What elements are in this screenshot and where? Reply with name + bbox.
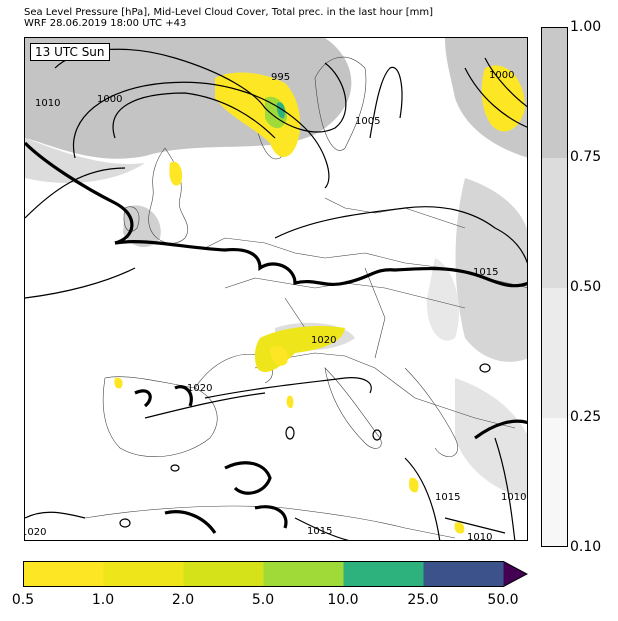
cloud-area-british-isles	[123, 205, 161, 248]
cloud-colorbar-segment	[542, 28, 567, 158]
cloud-colorbar-tick: 1.00	[570, 19, 602, 35]
precip-colorbar-tick: 5.0	[251, 592, 275, 608]
cloud-cover-colorbar	[541, 27, 568, 547]
isobar-label: 1010	[501, 492, 526, 503]
isobar-label: 1000	[489, 70, 514, 81]
isobar-label: 1015	[307, 526, 332, 537]
cloud-colorbar-tick: 0.50	[570, 279, 602, 295]
precip-se-spot	[454, 522, 465, 534]
precip-norway-core-strong	[276, 102, 286, 119]
precip-scotland	[169, 161, 183, 186]
isobar-label: 1020	[25, 527, 46, 538]
isobar-labels: 995 1000 1000 1005 1010 1015 1020 1020 1…	[25, 70, 526, 541]
cloud-colorbar-tick: 0.10	[570, 539, 602, 555]
isobar-label: 1005	[355, 116, 380, 127]
precipitation-colorbar	[23, 561, 528, 587]
isobar-1015-thick	[25, 141, 527, 534]
precip-norway	[215, 72, 301, 158]
cloud-area-east-light	[426, 258, 459, 341]
precip-colorbar-tick: 50.0	[487, 592, 519, 608]
isobars	[25, 48, 527, 540]
precip-iberia-spot	[114, 377, 123, 389]
cloud-colorbar-tick: 0.75	[570, 149, 602, 165]
cloud-area-southeast	[455, 378, 527, 498]
precip-east-spot	[408, 477, 419, 493]
isobar-label: 1015	[435, 492, 460, 503]
isobar-label: 1000	[97, 94, 122, 105]
map-canvas: 995 1000 1000 1005 1010 1015 1020 1020 1…	[25, 38, 527, 541]
precip-colorbar-segment	[23, 561, 104, 587]
precip-alps-core	[270, 346, 288, 366]
cloud-colorbar-tick: 0.25	[570, 409, 602, 425]
precip-colorbar-tick: 25.0	[407, 592, 439, 608]
precip-corsica	[286, 395, 294, 409]
precip-colorbar-segment	[343, 561, 424, 587]
precip-alps	[254, 326, 345, 373]
precip-colorbar-tick: 1.0	[91, 592, 115, 608]
isobar-label: 1020	[187, 383, 212, 394]
precipitation-layer	[114, 65, 525, 534]
precip-colorbar-segment	[103, 561, 184, 587]
chart-title-line2: WRF 28.06.2019 18:00 UTC +43	[24, 18, 187, 29]
cloud-area-east	[455, 178, 527, 362]
precip-colorbar-tick: 2.0	[171, 592, 195, 608]
precip-colorbar-tick: 10.0	[327, 592, 359, 608]
cloud-colorbar-segment	[542, 158, 567, 288]
forecast-time-label: 13 UTC Sun	[30, 43, 110, 61]
precip-colorbar-segment	[263, 561, 344, 587]
isobar-cells	[119, 363, 491, 528]
chart-title-line1: Sea Level Pressure [hPa], Mid-Level Clou…	[24, 7, 434, 18]
isobar-label: 1010	[35, 98, 60, 109]
isobar-label: 1010	[467, 532, 492, 541]
precip-colorbar-segment	[423, 561, 504, 587]
weather-map: 995 1000 1000 1005 1010 1015 1020 1020 1…	[24, 37, 528, 541]
isobar-label: 1020	[311, 335, 336, 346]
cloud-colorbar-segment	[542, 288, 567, 418]
precip-colorbar-tick: 0.5	[11, 592, 35, 608]
cloud-area-northwest-light	[25, 138, 145, 183]
precip-colorbar-extend-arrow	[503, 561, 527, 587]
cloud-colorbar-segment	[542, 418, 567, 546]
precip-colorbar-segment	[183, 561, 264, 587]
isobar-label: 995	[271, 72, 290, 83]
precip-northeast	[481, 65, 525, 132]
isobar-label: 1015	[473, 267, 498, 278]
